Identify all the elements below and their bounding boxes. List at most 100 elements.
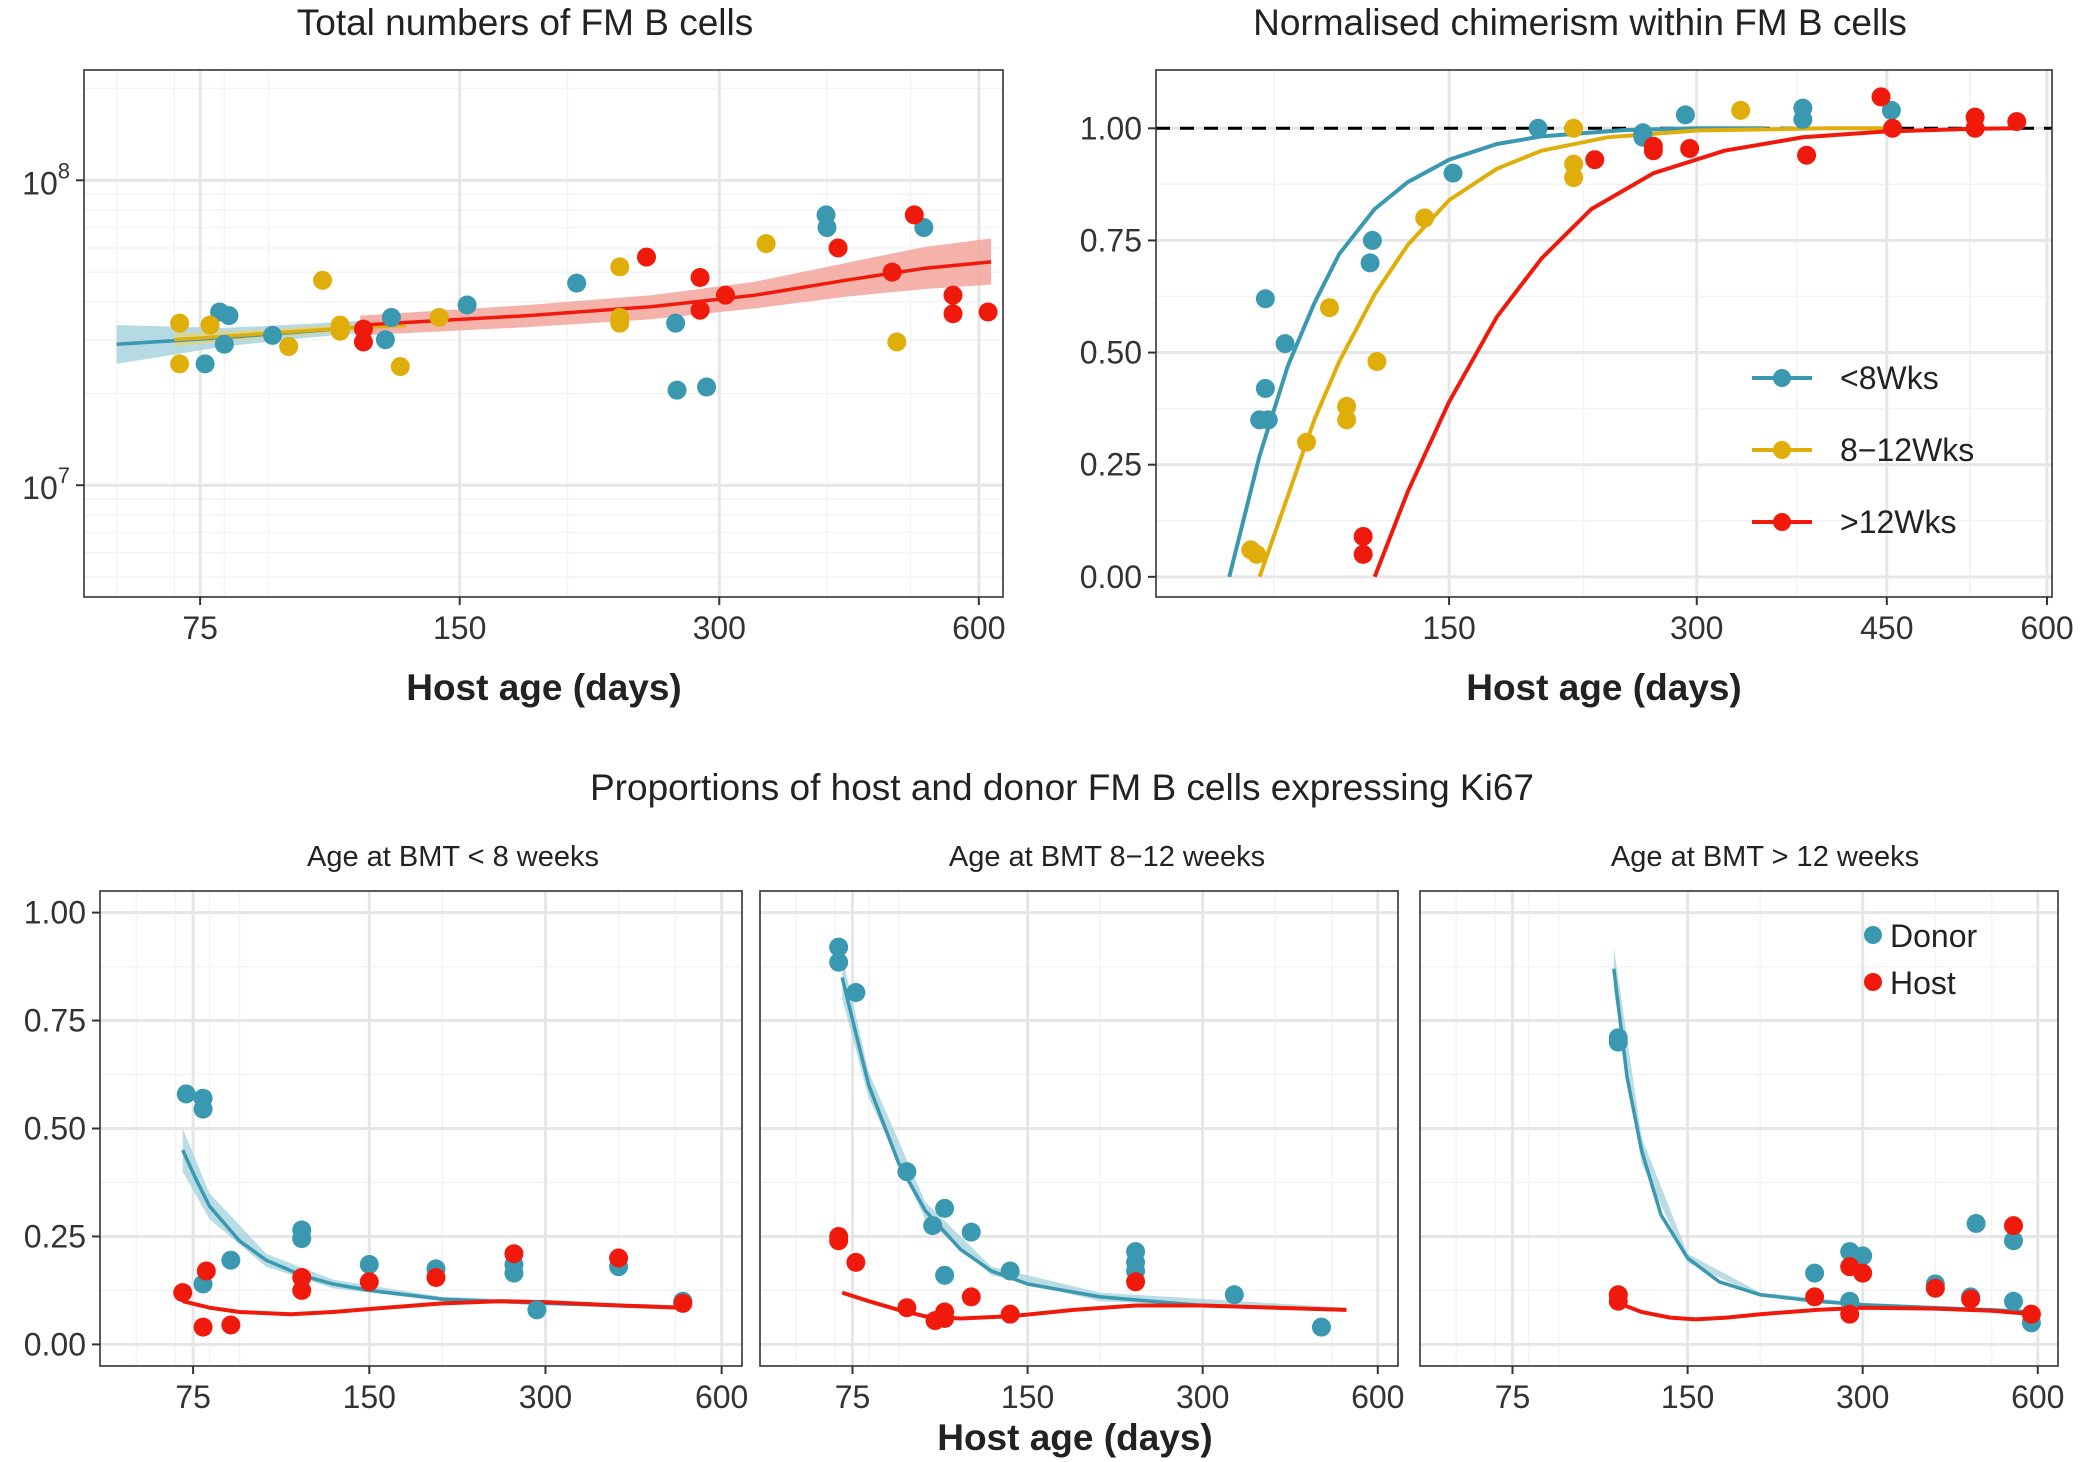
point-lt8 bbox=[214, 334, 234, 354]
panel-border bbox=[83, 69, 1004, 598]
point-8to12 bbox=[1415, 208, 1435, 228]
x-tick-label: 75 bbox=[835, 1379, 871, 1415]
point-donor bbox=[935, 1265, 955, 1285]
panel-border bbox=[99, 890, 743, 1367]
point-8to12 bbox=[279, 337, 299, 357]
point-gt12 bbox=[1965, 118, 1985, 138]
point-lt8 bbox=[375, 330, 395, 350]
point-donor bbox=[1966, 1214, 1986, 1233]
point-gt12 bbox=[690, 300, 710, 320]
point-host bbox=[173, 1283, 193, 1303]
plot-area bbox=[829, 937, 1347, 1337]
point-host bbox=[292, 1280, 312, 1300]
facet-8to12: 75 150 300 600 bbox=[759, 890, 1404, 1415]
point-host bbox=[2003, 1216, 2023, 1236]
x-tick-label: 300 bbox=[693, 610, 746, 646]
legend-dot-donor bbox=[1864, 926, 1882, 944]
point-lt8 bbox=[567, 273, 587, 293]
legend-dot-lt8 bbox=[1773, 369, 1791, 387]
point-gt12 bbox=[1883, 118, 1903, 138]
point-8to12 bbox=[1564, 168, 1584, 188]
point-gt12 bbox=[978, 302, 998, 322]
point-gt12 bbox=[1353, 544, 1373, 564]
point-donor bbox=[829, 952, 849, 972]
point-gt12 bbox=[1871, 87, 1891, 107]
legend-label-host: Host bbox=[1890, 965, 1956, 1001]
point-8to12 bbox=[1367, 352, 1387, 372]
point-lt8 bbox=[381, 307, 401, 327]
y-tick-exponent: 8 bbox=[58, 158, 70, 183]
x-tick-label: 600 bbox=[1351, 1379, 1404, 1415]
facet-lt8: 75 150 300 600 0.00 0.25 0.50 0.75 1.00 bbox=[24, 890, 748, 1415]
panel-border bbox=[1419, 890, 2059, 1367]
chart-title-ki67: Proportions of host and donor FM B cells… bbox=[590, 767, 1534, 808]
point-donor bbox=[193, 1099, 213, 1119]
point-8to12 bbox=[887, 332, 907, 352]
y-tick-label: 107 bbox=[22, 463, 70, 506]
point-donor bbox=[1608, 1032, 1628, 1052]
x-tick-label: 75 bbox=[182, 610, 218, 646]
point-donor bbox=[846, 982, 866, 1002]
point-donor bbox=[829, 937, 849, 957]
y-tick-label: 0.50 bbox=[1080, 335, 1142, 371]
point-gt12 bbox=[715, 285, 735, 305]
point-lt8 bbox=[1881, 100, 1901, 120]
legend-label-donor: Donor bbox=[1890, 918, 1978, 954]
chart-title-total: Total numbers of FM B cells bbox=[297, 2, 753, 43]
y-tick-label: 0.25 bbox=[24, 1218, 86, 1254]
point-lt8 bbox=[1675, 105, 1695, 125]
legend-dot-8to12 bbox=[1773, 441, 1791, 459]
x-tick-label: 600 bbox=[2011, 1379, 2064, 1415]
x-tick-label: 150 bbox=[343, 1379, 396, 1415]
facet-strip-lt8: Age at BMT < 8 weeks bbox=[307, 841, 599, 873]
y-tick-label: 0.25 bbox=[1080, 447, 1142, 483]
curve-gt12 bbox=[360, 260, 992, 327]
x-tick-label: 600 bbox=[952, 610, 1005, 646]
point-donor bbox=[2003, 1231, 2023, 1251]
point-gt12 bbox=[1353, 526, 1373, 546]
legend-dot-gt12 bbox=[1773, 513, 1791, 531]
point-8to12 bbox=[170, 313, 190, 333]
plot-area bbox=[1608, 947, 2041, 1333]
point-host bbox=[1961, 1289, 1981, 1309]
point-donor bbox=[2003, 1291, 2023, 1311]
point-host bbox=[1840, 1304, 1860, 1324]
point-8to12 bbox=[429, 307, 449, 327]
legend-chimerism: <8Wks 8−12Wks >12Wks bbox=[1752, 360, 1974, 540]
point-lt8 bbox=[1793, 109, 1813, 129]
point-lt8 bbox=[1255, 289, 1275, 309]
point-gt12 bbox=[828, 238, 848, 258]
y-tick-exponent: 7 bbox=[58, 463, 70, 488]
point-lt8 bbox=[1275, 334, 1295, 354]
point-donor bbox=[359, 1255, 379, 1275]
facet-strip-8to12: Age at BMT 8−12 weeks bbox=[949, 841, 1265, 873]
panel-chimerism: 150 300 450 600 0.00 0.25 0.50 0.75 1.00 bbox=[1080, 69, 2074, 646]
point-lt8 bbox=[1443, 163, 1463, 183]
point-donor bbox=[1311, 1317, 1331, 1337]
point-lt8 bbox=[667, 380, 687, 400]
point-8to12 bbox=[313, 270, 333, 290]
point-8to12 bbox=[1337, 410, 1357, 430]
point-donor bbox=[897, 1162, 917, 1182]
point-donor bbox=[923, 1216, 943, 1236]
point-host bbox=[897, 1298, 917, 1318]
point-gt12 bbox=[2007, 112, 2027, 132]
x-axis-title-total: Host age (days) bbox=[406, 667, 682, 708]
x-tick-label: 75 bbox=[175, 1379, 211, 1415]
point-lt8 bbox=[219, 306, 239, 326]
point-host bbox=[846, 1252, 866, 1272]
point-lt8 bbox=[1255, 378, 1275, 398]
x-tick-label: 300 bbox=[1176, 1379, 1229, 1415]
point-lt8 bbox=[1258, 410, 1278, 430]
x-tick-label: 300 bbox=[1836, 1379, 1889, 1415]
point-8to12 bbox=[756, 234, 776, 254]
legend-label-lt8: <8Wks bbox=[1840, 360, 1939, 396]
point-host bbox=[2021, 1304, 2041, 1324]
point-lt8 bbox=[697, 377, 717, 397]
panel-border bbox=[759, 890, 1399, 1367]
panel-total: 75 150 300 600 107 108 bbox=[22, 69, 1006, 646]
facet-gt12: 75 150 300 600 bbox=[1419, 890, 2064, 1415]
y-tick-label: 0.75 bbox=[1080, 222, 1142, 258]
point-host bbox=[1805, 1287, 1825, 1307]
point-donor bbox=[176, 1084, 196, 1104]
